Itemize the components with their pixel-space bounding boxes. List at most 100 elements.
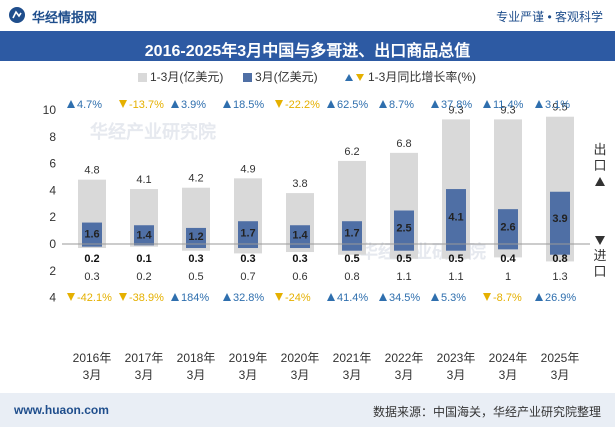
side-label-export: 口 xyxy=(593,158,606,173)
label-import-month: 0.5 xyxy=(448,253,463,265)
x-tick-label: 3月 xyxy=(447,368,466,382)
growth-down-triangle-icon xyxy=(119,293,127,301)
legend-item-cumulative: 1-3月(亿美元) xyxy=(138,69,223,84)
y-tick-label: 2 xyxy=(49,210,56,224)
x-tick-label: 3月 xyxy=(83,368,102,382)
growth-label-import: -38.9% xyxy=(129,292,164,304)
slogan: 专业严谨 • 客观科学 xyxy=(496,10,603,24)
label-import-cumulative: 1 xyxy=(505,271,511,283)
growth-down-triangle-icon xyxy=(67,293,75,301)
chart-legend: 1-3月(亿美元) 3月(亿美元) 1-3月同比增长率(%) xyxy=(138,69,476,84)
side-label-import: 进 xyxy=(593,248,606,263)
legend-swatch-cumulative xyxy=(138,73,147,82)
growth-down-triangle-icon xyxy=(275,293,283,301)
growth-up-triangle-icon xyxy=(171,100,179,108)
legend-item-month: 3月(亿美元) xyxy=(243,69,318,84)
x-tick-label: 2019年 xyxy=(229,351,268,365)
growth-label-import: 26.9% xyxy=(545,292,576,304)
label-export-month: 2.5 xyxy=(396,222,411,234)
export-up-arrow-icon xyxy=(595,177,605,186)
bar-export-month xyxy=(550,191,570,244)
growth-label-export: 3.1% xyxy=(545,99,570,111)
side-label-import: 口 xyxy=(593,264,606,279)
growth-label-import: 34.5% xyxy=(389,292,420,304)
label-export-cumulative: 4.8 xyxy=(84,165,99,177)
growth-label-import: -42.1% xyxy=(77,292,112,304)
legend-swatch-month xyxy=(243,73,252,82)
label-import-cumulative: 0.8 xyxy=(344,271,359,283)
bar-import-month xyxy=(186,244,206,249)
growth-label-export: 62.5% xyxy=(337,99,368,111)
label-export-cumulative: 6.8 xyxy=(396,138,411,150)
growth-up-triangle-icon xyxy=(431,100,439,108)
growth-label-import: 5.3% xyxy=(441,292,466,304)
legend-up-triangle-icon xyxy=(345,74,353,81)
growth-label-import: 184% xyxy=(181,292,209,304)
growth-up-triangle-icon xyxy=(379,293,387,301)
label-import-month: 0.3 xyxy=(188,253,203,265)
footer-bar xyxy=(0,393,615,427)
legend-label-growth: 1-3月同比增长率(%) xyxy=(368,69,476,84)
bar-import-month xyxy=(342,244,362,251)
growth-up-triangle-icon xyxy=(327,293,335,301)
label-import-month: 0.8 xyxy=(552,253,567,265)
x-tick-label: 3月 xyxy=(239,368,258,382)
label-export-month: 1.7 xyxy=(344,228,359,240)
x-tick-label: 3月 xyxy=(343,368,362,382)
label-export-cumulative: 4.1 xyxy=(136,174,151,186)
label-export-month: 1.4 xyxy=(292,230,308,242)
legend-item-growth: 1-3月同比增长率(%) xyxy=(345,69,476,84)
bar-export-month xyxy=(238,221,258,244)
label-export-cumulative: 4.9 xyxy=(240,163,255,175)
bar-export-month xyxy=(290,225,310,244)
x-tick-label: 3月 xyxy=(499,368,518,382)
label-export-cumulative: 4.2 xyxy=(188,173,203,185)
growth-up-triangle-icon xyxy=(67,100,75,108)
bar-export-month xyxy=(394,210,414,244)
growth-label-import: -8.7% xyxy=(493,292,522,304)
chart-title: 2016-2025年3月中国与多哥进、出口商品总值 xyxy=(144,43,471,60)
x-tick-label: 3月 xyxy=(135,368,154,382)
x-tick-label: 2024年 xyxy=(489,351,528,365)
bar-import-month xyxy=(134,244,154,246)
x-tick-label: 2018年 xyxy=(177,351,216,365)
label-export-month: 1.6 xyxy=(84,228,99,240)
label-export-month: 1.4 xyxy=(136,230,152,242)
watermark-text: 华经产业研究院 xyxy=(90,121,216,142)
growth-up-triangle-icon xyxy=(379,100,387,108)
label-import-cumulative: 0.7 xyxy=(240,271,255,283)
growth-label-import: 32.8% xyxy=(233,292,264,304)
x-tick-label: 2021年 xyxy=(333,351,372,365)
brand-name: 华经情报网 xyxy=(32,10,98,25)
label-import-month: 0.2 xyxy=(84,253,99,265)
bar-import-month xyxy=(446,244,466,251)
growth-label-export: 4.7% xyxy=(77,99,102,111)
x-tick-label: 3月 xyxy=(291,368,310,382)
y-tick-label: 12 xyxy=(43,88,57,90)
label-import-month: 0.3 xyxy=(292,253,307,265)
y-tick-label: 4 xyxy=(49,183,56,197)
label-import-cumulative: 1.1 xyxy=(448,271,463,283)
label-import-month: 0.3 xyxy=(240,253,255,265)
side-label-export: 出 xyxy=(593,142,606,157)
y-tick-label: 10 xyxy=(43,103,57,117)
label-export-month: 3.9 xyxy=(552,213,567,225)
label-export-month: 2.6 xyxy=(500,222,515,234)
growth-up-triangle-icon xyxy=(535,293,543,301)
legend-down-triangle-icon xyxy=(356,74,364,81)
growth-up-triangle-icon xyxy=(535,100,543,108)
bar-import-month xyxy=(498,244,518,250)
bar-import-month xyxy=(290,244,310,249)
label-import-cumulative: 0.2 xyxy=(136,271,151,283)
x-tick-label: 3月 xyxy=(187,368,206,382)
label-import-month: 0.1 xyxy=(136,253,151,265)
bar-export-month xyxy=(498,209,518,244)
import-down-arrow-icon xyxy=(595,236,605,245)
label-export-cumulative: 9.3 xyxy=(500,104,515,116)
bar-import-month xyxy=(394,244,414,251)
growth-label-export: 3.9% xyxy=(181,99,206,111)
bar-import-month xyxy=(238,244,258,249)
x-tick-label: 2017年 xyxy=(125,351,164,365)
growth-label-import: -24% xyxy=(285,292,311,304)
brand-logo-icon xyxy=(9,7,25,23)
